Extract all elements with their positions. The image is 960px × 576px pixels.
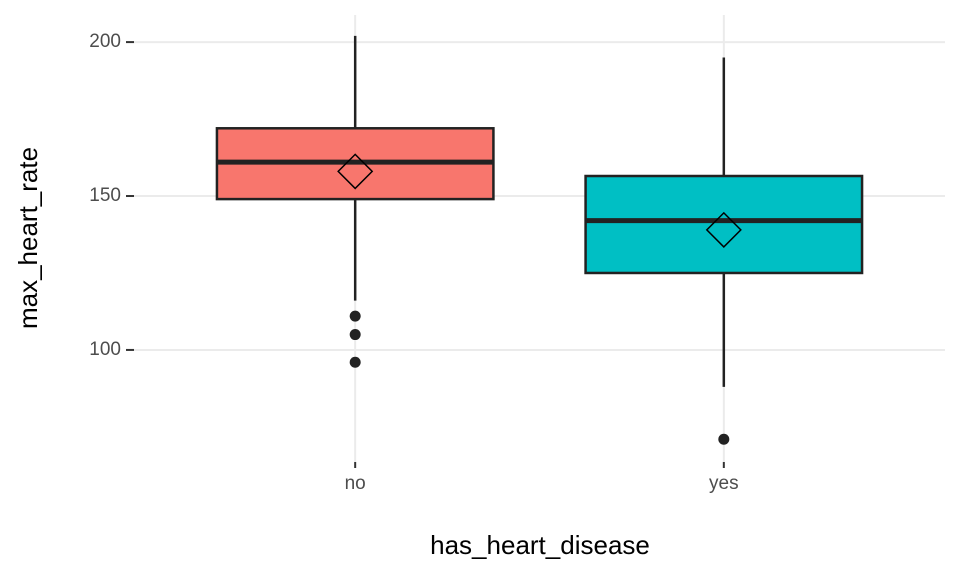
outlier [718, 433, 730, 445]
y-axis-title: max_heart_rate [13, 147, 43, 329]
y-tick-label: 100 [89, 339, 121, 360]
mean-marker [705, 211, 742, 248]
x-axis-title: has_heart_disease [430, 530, 650, 560]
box [584, 174, 864, 275]
outlier [349, 356, 361, 368]
outlier [349, 329, 361, 341]
mean-marker [337, 153, 374, 190]
x-tick-label: no [345, 473, 366, 494]
y-tick-label: 200 [89, 31, 121, 52]
outlier [349, 310, 361, 322]
y-tick-label: 150 [89, 185, 121, 206]
x-tick-label: yes [709, 473, 739, 494]
